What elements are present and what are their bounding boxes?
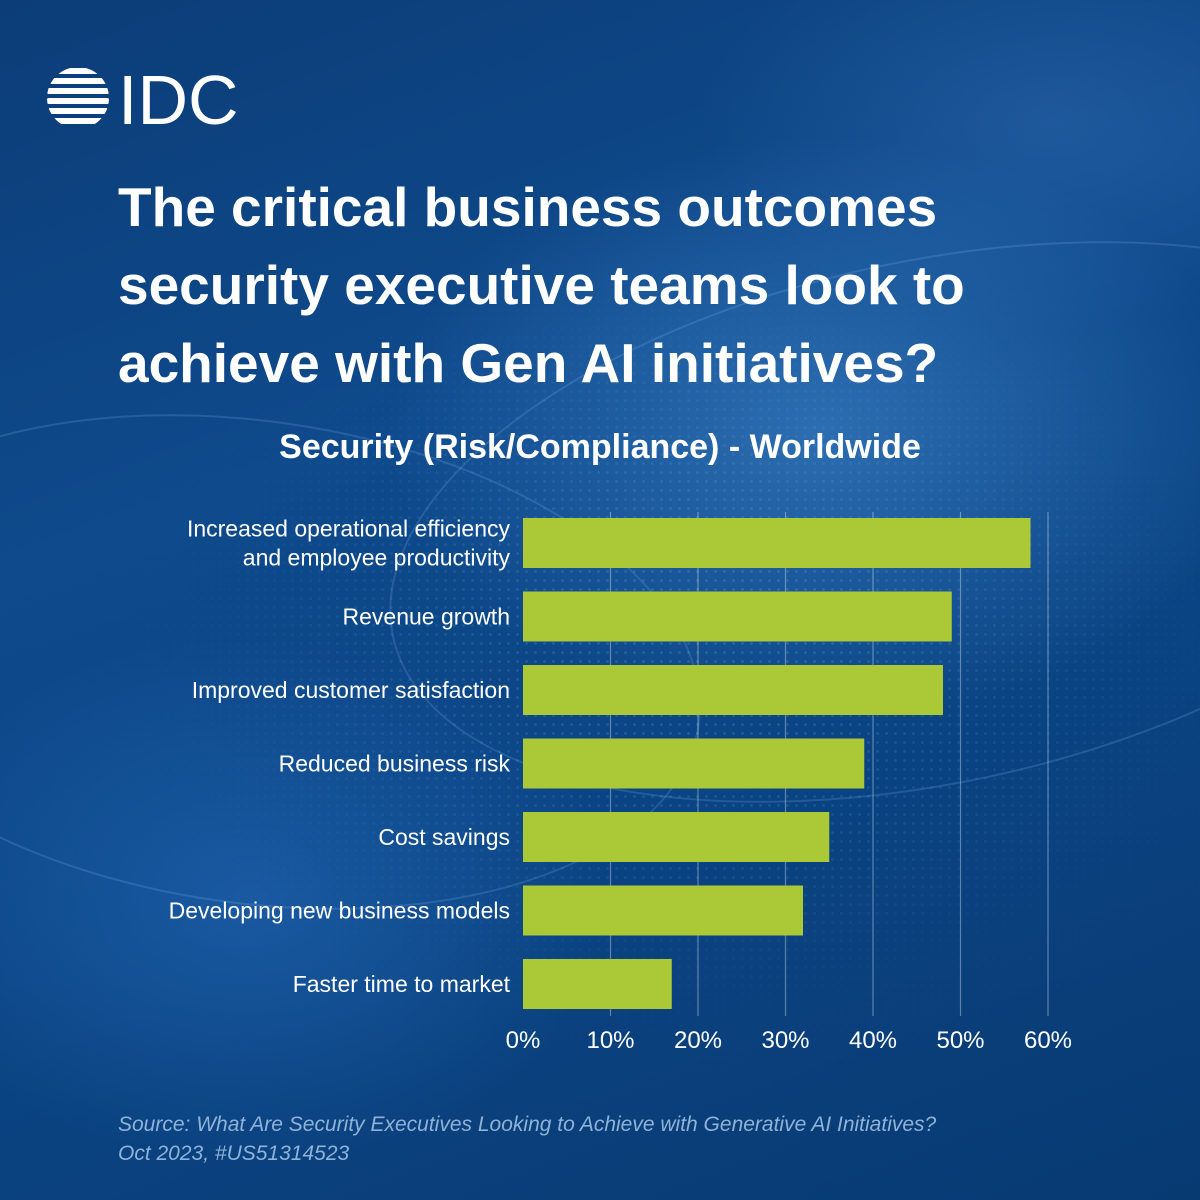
idc-logo: IDC [47,64,239,132]
x-tick-label: 20% [674,1027,722,1054]
category-label: and employee productivity [243,545,511,571]
category-label: Cost savings [378,824,510,850]
x-tick-label: 50% [936,1027,984,1054]
source-line-1: Source: What Are Security Executives Loo… [118,1113,937,1136]
bar [523,812,830,862]
category-label: Increased operational efficiency [187,516,511,542]
bar [523,591,952,642]
category-label: Revenue growth [343,604,511,630]
chart-title: Security (Risk/Compliance) - Worldwide [279,428,921,466]
bar [523,959,672,1009]
bar [523,885,803,936]
source-line-2: Oct 2023, #US51314523 [118,1142,350,1165]
x-tick-label: 0% [506,1027,541,1054]
category-label: Improved customer satisfaction [192,677,510,703]
x-tick-label: 30% [761,1027,809,1054]
bar [523,518,1031,568]
category-label: Reduced business risk [279,751,511,777]
page-title: The critical business outcomes security … [118,176,965,394]
bar [523,738,865,789]
x-tick-label: 40% [849,1027,897,1054]
x-tick-label: 10% [586,1027,634,1054]
logo-wordmark: IDC [118,64,239,132]
x-tick-label: 60% [1024,1027,1072,1054]
category-label: Faster time to market [293,971,511,997]
bar [523,665,943,715]
source-note: Source: What Are Security Executives Loo… [118,1110,1118,1168]
category-label: Developing new business models [169,898,510,924]
globe-icon [47,68,109,124]
